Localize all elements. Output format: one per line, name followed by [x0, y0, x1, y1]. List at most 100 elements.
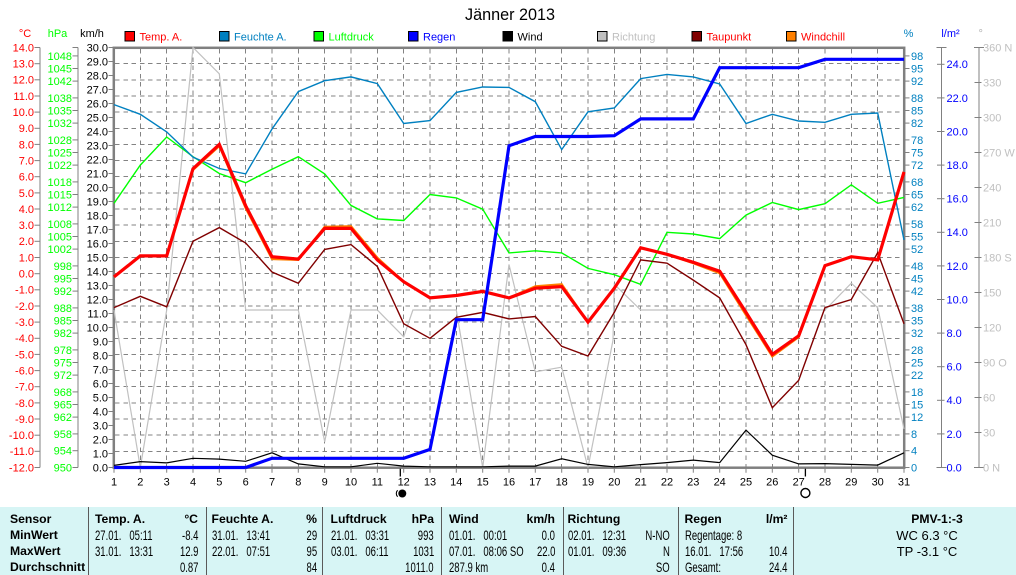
svg-text:985: 985: [54, 315, 72, 327]
svg-text:-9.0: -9.0: [15, 414, 34, 426]
svg-text:988: 988: [54, 303, 72, 315]
svg-text:8.0: 8.0: [19, 139, 34, 151]
svg-text:0.0: 0.0: [19, 269, 34, 281]
svg-text:16: 16: [503, 477, 515, 489]
svg-text:15: 15: [477, 477, 489, 489]
svg-text:-4.0: -4.0: [15, 333, 34, 345]
svg-text:0 N: 0 N: [983, 462, 1000, 474]
svg-text:1035: 1035: [48, 105, 72, 117]
svg-text:13.0: 13.0: [13, 59, 34, 71]
svg-text:98: 98: [911, 51, 923, 63]
svg-text:52: 52: [911, 244, 923, 256]
svg-text:300: 300: [983, 112, 1001, 124]
svg-text:7.0: 7.0: [93, 364, 108, 376]
svg-text:28: 28: [911, 345, 923, 357]
svg-text:22: 22: [661, 477, 673, 489]
svg-text:°: °: [978, 28, 982, 40]
svg-text:Jänner 2013: Jänner 2013: [465, 6, 555, 24]
svg-text:30.0: 30.0: [87, 42, 108, 54]
svg-text:38: 38: [911, 303, 923, 315]
svg-text:35: 35: [911, 315, 923, 327]
svg-text:20.0: 20.0: [947, 126, 968, 138]
svg-text:9.0: 9.0: [19, 123, 34, 135]
svg-text:19: 19: [582, 477, 594, 489]
svg-text:240: 240: [983, 182, 1001, 194]
svg-text:12: 12: [398, 477, 410, 489]
svg-text:27.0: 27.0: [87, 84, 108, 96]
svg-text:2.0: 2.0: [93, 434, 108, 446]
svg-text:17: 17: [529, 477, 541, 489]
svg-text:Wind: Wind: [518, 32, 543, 44]
svg-text:-6.0: -6.0: [15, 366, 34, 378]
svg-text:-1.0: -1.0: [15, 285, 34, 297]
svg-text:85: 85: [911, 105, 923, 117]
svg-text:55: 55: [911, 231, 923, 243]
svg-text:11.0: 11.0: [87, 308, 108, 320]
svg-text:1.0: 1.0: [93, 448, 108, 460]
svg-text:Luftdruck: Luftdruck: [329, 32, 375, 44]
svg-text:95: 95: [911, 63, 923, 75]
svg-text:360 N: 360 N: [983, 42, 1012, 54]
svg-text:968: 968: [54, 387, 72, 399]
svg-text:-8.0: -8.0: [15, 398, 34, 410]
svg-text:21.0: 21.0: [87, 168, 108, 180]
svg-text:10: 10: [345, 477, 357, 489]
svg-text:75: 75: [911, 147, 923, 159]
svg-text:150: 150: [983, 287, 1001, 299]
svg-text:18.0: 18.0: [947, 160, 968, 172]
svg-text:24: 24: [714, 477, 726, 489]
svg-text:hPa: hPa: [48, 28, 68, 40]
svg-text:962: 962: [54, 412, 72, 424]
svg-text:Regen: Regen: [423, 32, 455, 44]
svg-text:12.0: 12.0: [947, 261, 968, 273]
svg-text:9.0: 9.0: [93, 336, 108, 348]
svg-text:Windchill: Windchill: [801, 32, 845, 44]
svg-text:954: 954: [54, 446, 72, 458]
svg-text:14: 14: [450, 477, 462, 489]
svg-text:25: 25: [911, 357, 923, 369]
svg-text:1045: 1045: [48, 63, 72, 75]
svg-text:975: 975: [54, 357, 72, 369]
svg-text:15: 15: [911, 399, 923, 411]
svg-text:25: 25: [740, 477, 752, 489]
svg-text:18: 18: [911, 387, 923, 399]
svg-text:2.0: 2.0: [947, 429, 962, 441]
svg-text:1042: 1042: [48, 76, 72, 88]
svg-text:8: 8: [295, 477, 301, 489]
svg-text:26: 26: [766, 477, 778, 489]
svg-text:11.0: 11.0: [13, 91, 34, 103]
svg-text:68: 68: [911, 177, 923, 189]
svg-text:60: 60: [983, 392, 995, 404]
svg-text:Temp. A.: Temp. A.: [140, 32, 183, 44]
svg-text:l/m²: l/m²: [941, 28, 960, 40]
svg-text:1032: 1032: [48, 118, 72, 130]
svg-text:14.0: 14.0: [947, 227, 968, 239]
svg-text:3.0: 3.0: [93, 420, 108, 432]
svg-text:180 S: 180 S: [983, 252, 1012, 264]
svg-text:3: 3: [164, 477, 170, 489]
svg-text:1028: 1028: [48, 135, 72, 147]
svg-text:4.0: 4.0: [947, 395, 962, 407]
svg-text:18: 18: [556, 477, 568, 489]
svg-text:19.0: 19.0: [87, 196, 108, 208]
svg-text:13.0: 13.0: [87, 280, 108, 292]
svg-text:7.0: 7.0: [19, 156, 34, 168]
svg-text:72: 72: [911, 160, 923, 172]
svg-text:25.0: 25.0: [87, 112, 108, 124]
svg-text:8.0: 8.0: [947, 328, 962, 340]
svg-text:78: 78: [911, 135, 923, 147]
svg-text:-10.0: -10.0: [9, 430, 34, 442]
svg-text:4: 4: [911, 446, 917, 458]
svg-text:950: 950: [54, 462, 72, 474]
svg-text:8.0: 8.0: [93, 350, 108, 362]
svg-text:14.0: 14.0: [87, 266, 108, 278]
svg-text:24.0: 24.0: [87, 126, 108, 138]
svg-text:-5.0: -5.0: [15, 349, 34, 361]
svg-text:32: 32: [911, 328, 923, 340]
svg-text:%: %: [904, 28, 914, 40]
svg-text:23.0: 23.0: [87, 140, 108, 152]
svg-text:2: 2: [137, 477, 143, 489]
svg-text:4: 4: [190, 477, 196, 489]
svg-text:Feuchte A.: Feuchte A.: [234, 32, 287, 44]
svg-text:978: 978: [54, 345, 72, 357]
